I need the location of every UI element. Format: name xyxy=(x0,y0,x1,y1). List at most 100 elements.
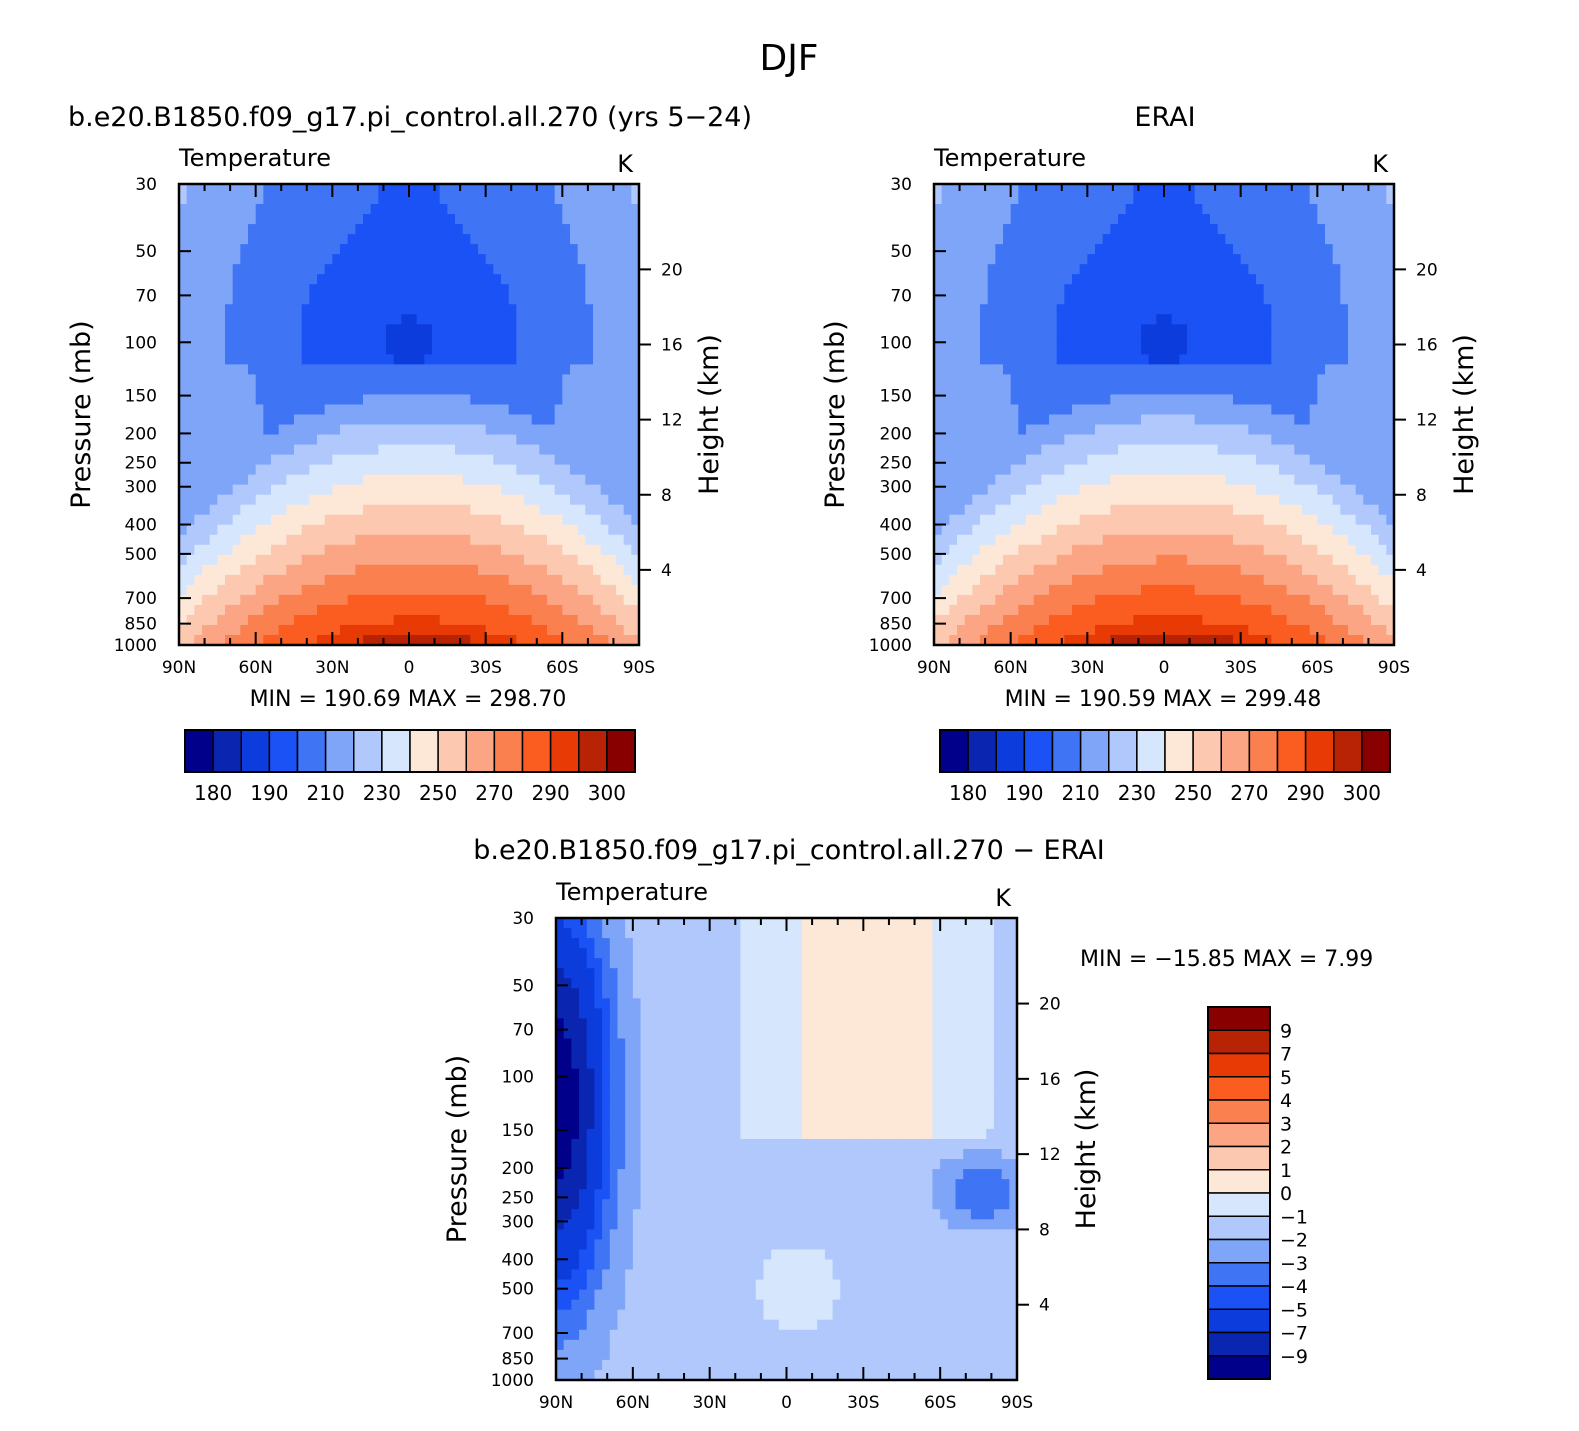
field-cell xyxy=(1133,524,1142,536)
field-cell xyxy=(1309,464,1318,476)
field-cell xyxy=(1233,344,1242,355)
field-cell xyxy=(324,624,333,636)
field-cell xyxy=(1263,304,1272,315)
field-cell xyxy=(600,444,609,456)
field-cell xyxy=(179,344,188,355)
field-cell xyxy=(547,364,556,376)
field-cell xyxy=(1164,414,1173,426)
field-cell xyxy=(1325,474,1334,486)
field-cell xyxy=(623,224,632,235)
field-cell xyxy=(964,434,973,446)
field-cell xyxy=(1348,504,1357,516)
field-cell xyxy=(439,334,448,345)
field-cell xyxy=(401,604,410,616)
field-cell xyxy=(493,554,502,566)
field-cell xyxy=(623,374,632,386)
field-cell xyxy=(340,534,349,546)
field-cell xyxy=(1125,264,1134,275)
field-cell xyxy=(585,184,594,195)
field-cell xyxy=(255,294,264,305)
field-cell xyxy=(478,454,487,466)
field-cell xyxy=(439,264,448,275)
field-cell xyxy=(1118,454,1127,466)
field-cell xyxy=(964,414,973,426)
field-cell xyxy=(600,504,609,516)
field-cell xyxy=(363,424,372,436)
field-cell xyxy=(608,304,617,315)
field-cell xyxy=(995,304,1004,315)
field-cell xyxy=(240,514,249,526)
field-cell xyxy=(1064,284,1073,295)
field-cell xyxy=(1110,314,1119,325)
field-cell xyxy=(501,574,510,586)
field-cell xyxy=(332,594,341,606)
field-cell xyxy=(1164,404,1173,416)
field-cell xyxy=(1018,424,1027,436)
field-cell xyxy=(447,274,456,285)
field-cell xyxy=(1202,394,1211,406)
field-cell xyxy=(1240,214,1249,225)
field-cell xyxy=(980,214,989,225)
field-cell xyxy=(964,364,973,376)
field-cell xyxy=(531,214,540,225)
field-cell xyxy=(432,554,441,566)
left-label: Temperature xyxy=(178,144,331,172)
field-cell xyxy=(317,534,326,546)
field-cell xyxy=(1087,474,1096,486)
field-cell xyxy=(309,624,318,636)
field-cell xyxy=(294,414,303,426)
field-cell xyxy=(1072,374,1081,386)
field-cell xyxy=(1263,194,1272,205)
field-cell xyxy=(324,194,333,205)
field-cell xyxy=(209,394,218,406)
field-cell xyxy=(432,384,441,396)
field-cell xyxy=(554,634,563,646)
field-cell xyxy=(186,484,195,496)
field-cell xyxy=(1332,524,1341,536)
field-cell xyxy=(1286,334,1295,345)
field-cell xyxy=(1095,524,1104,536)
field-cell xyxy=(1087,434,1096,446)
field-cell xyxy=(485,414,494,426)
field-cell xyxy=(347,334,356,345)
field-cell xyxy=(1041,414,1050,426)
field-cell xyxy=(1171,304,1180,315)
field-cell xyxy=(1271,384,1280,396)
field-cell xyxy=(1156,394,1165,406)
field-cell xyxy=(600,294,609,305)
field-cell xyxy=(1371,494,1380,506)
field-cell xyxy=(1141,254,1150,265)
y-tick-label: 150 xyxy=(125,387,157,407)
colorbar-box xyxy=(184,729,214,773)
field-cell xyxy=(934,304,943,315)
field-cell xyxy=(1125,314,1134,325)
field-cell xyxy=(340,424,349,436)
field-cell xyxy=(501,394,510,406)
field-cell xyxy=(271,294,280,305)
field-cell xyxy=(980,494,989,506)
x-tick-label: 90N xyxy=(162,658,196,678)
field-cell xyxy=(271,564,280,576)
field-cell xyxy=(1202,284,1211,295)
field-cell xyxy=(1064,244,1073,255)
field-cell xyxy=(485,184,494,195)
field-cell xyxy=(616,394,625,406)
field-cell xyxy=(355,444,364,456)
field-cell xyxy=(1355,314,1364,325)
field-cell xyxy=(1378,274,1387,285)
field-cell xyxy=(1294,264,1303,275)
field-cell xyxy=(378,244,387,255)
field-cell xyxy=(240,394,249,406)
field-cell xyxy=(593,484,602,496)
field-cell xyxy=(317,634,326,646)
field-cell xyxy=(949,254,958,265)
field-cell xyxy=(470,344,479,355)
field-cell xyxy=(616,384,625,396)
field-cell xyxy=(194,224,203,235)
field-cell xyxy=(1087,494,1096,506)
field-cell xyxy=(309,204,318,215)
field-cell xyxy=(1164,204,1173,215)
field-cell xyxy=(386,374,395,386)
field-cell xyxy=(455,214,464,225)
field-cell xyxy=(393,374,402,386)
